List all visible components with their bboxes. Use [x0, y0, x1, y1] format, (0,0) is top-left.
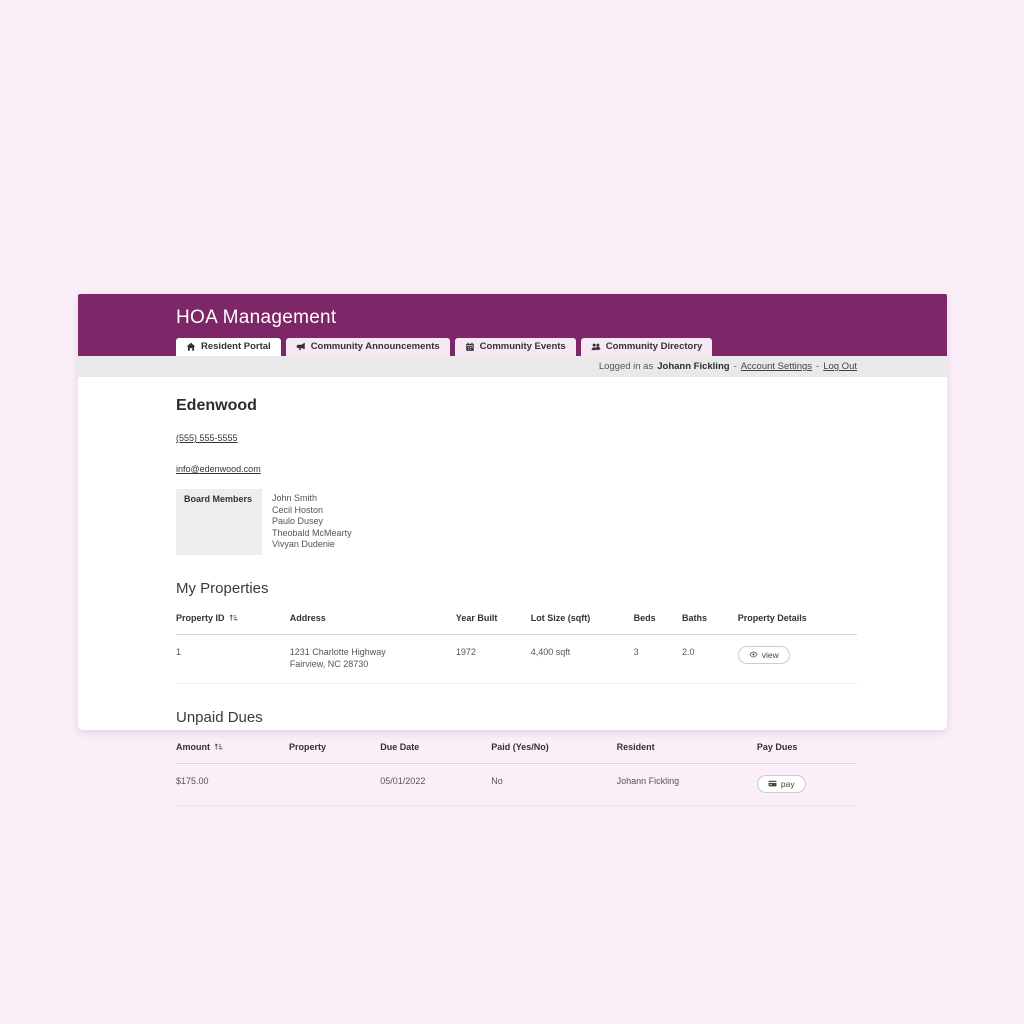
- tab-community-directory[interactable]: Community Directory: [580, 338, 713, 356]
- logout-link[interactable]: Log Out: [823, 361, 857, 372]
- my-properties-heading: My Properties: [176, 579, 269, 597]
- property-address-cell: 1231 Charlotte Highway Fairview, NC 2873…: [289, 634, 456, 684]
- credit-card-icon: [768, 779, 777, 788]
- dues-resident-cell: Johann Fickling: [616, 763, 757, 806]
- tab-resident-portal[interactable]: Resident Portal: [176, 338, 281, 356]
- separator: -: [733, 361, 737, 372]
- tab-label: Community Events: [479, 341, 566, 352]
- column-header-property-id[interactable]: Property ID: [176, 604, 290, 635]
- phone-link[interactable]: (555) 555-5555: [176, 433, 238, 443]
- board-member: John Smith: [272, 493, 318, 503]
- app-header: HOA Management Resident Portal Community…: [78, 294, 947, 356]
- app-title: HOA Management: [176, 307, 337, 328]
- property-lot-cell: 4,400 sqft: [530, 634, 634, 684]
- calendar-icon: [465, 342, 475, 352]
- properties-table: Property ID Address Year Built Lot Size …: [176, 604, 857, 684]
- dues-property-cell: [289, 763, 381, 806]
- board-member: Paulo Dusey: [272, 516, 324, 527]
- column-header-pay-dues: Pay Dues: [756, 733, 857, 764]
- column-header-property: Property: [289, 733, 381, 764]
- property-beds-cell: 3: [633, 634, 682, 684]
- column-header-resident: Resident: [616, 733, 757, 764]
- property-id-cell: 1: [176, 634, 290, 684]
- column-header-beds: Beds: [633, 604, 682, 635]
- sort-icon: [229, 613, 238, 624]
- main-content: Edenwood (555) 555-5555 info@edenwood.co…: [78, 397, 947, 806]
- board-members-label: Board Members: [176, 489, 263, 555]
- unpaid-dues-table: Amount Property Due Date Paid (Yes/No) R…: [176, 733, 857, 806]
- property-row: 1 1231 Charlotte Highway Fairview, NC 28…: [176, 634, 857, 684]
- board-member: Vivyan Dudenie: [272, 539, 335, 550]
- property-baths-cell: 2.0: [681, 634, 738, 684]
- logged-in-prefix: Logged in as: [598, 361, 654, 372]
- app-window: HOA Management Resident Portal Community…: [78, 294, 947, 806]
- column-header-property-details: Property Details: [737, 604, 857, 635]
- community-name-heading: Edenwood: [176, 397, 257, 414]
- dues-row: $175.00 05/01/2022 No Johann Fickling pa…: [176, 763, 857, 806]
- column-header-due-date: Due Date: [380, 733, 492, 764]
- eye-icon: [749, 650, 758, 659]
- phone-row: (555) 555-5555: [176, 428, 857, 446]
- board-member: Cecil Hoston: [272, 504, 324, 515]
- pay-button-label: pay: [780, 778, 795, 789]
- pay-button[interactable]: pay: [756, 774, 806, 793]
- main-nav: Resident Portal Community Announcements …: [176, 338, 713, 356]
- property-details-cell: view: [737, 634, 857, 684]
- tab-label: Resident Portal: [201, 341, 271, 352]
- separator: -: [816, 361, 820, 372]
- dues-paid-cell: No: [491, 763, 617, 806]
- status-bar: Logged in as Johann Fickling - Account S…: [78, 356, 947, 377]
- view-button[interactable]: view: [737, 645, 790, 664]
- dues-amount-cell: $175.00: [176, 763, 290, 806]
- dues-pay-cell: pay: [756, 763, 857, 806]
- board-members-list: John Smith Cecil Hoston Paulo Dusey Theo…: [262, 489, 352, 555]
- users-icon: [591, 342, 601, 352]
- dues-header-row: Amount Property Due Date Paid (Yes/No) R…: [176, 733, 857, 764]
- dues-due-date-cell: 05/01/2022: [380, 763, 492, 806]
- board-member: Theobald McMearty: [272, 527, 352, 538]
- column-header-address: Address: [289, 604, 456, 635]
- email-row: info@edenwood.com: [176, 459, 857, 477]
- properties-header-row: Property ID Address Year Built Lot Size …: [176, 604, 857, 635]
- column-header-paid: Paid (Yes/No): [491, 733, 617, 764]
- column-header-lot-size: Lot Size (sqft): [530, 604, 634, 635]
- account-settings-link[interactable]: Account Settings: [740, 361, 813, 372]
- sort-icon: [214, 742, 223, 753]
- email-link[interactable]: info@edenwood.com: [176, 464, 261, 474]
- logged-in-user: Johann Fickling: [657, 361, 730, 372]
- view-button-label: view: [761, 649, 779, 660]
- tab-label: Community Announcements: [310, 341, 440, 352]
- tab-community-events[interactable]: Community Events: [454, 338, 576, 356]
- column-header-year-built: Year Built: [455, 604, 531, 635]
- tab-label: Community Directory: [605, 341, 703, 352]
- property-year-cell: 1972: [455, 634, 531, 684]
- column-header-amount[interactable]: Amount: [176, 733, 290, 764]
- tab-community-announcements[interactable]: Community Announcements: [285, 338, 450, 356]
- board-members-table: Board Members John Smith Cecil Hoston Pa…: [176, 489, 352, 555]
- megaphone-icon: [296, 342, 306, 352]
- house-icon: [186, 342, 196, 352]
- unpaid-dues-heading: Unpaid Dues: [176, 708, 263, 726]
- column-header-baths: Baths: [681, 604, 738, 635]
